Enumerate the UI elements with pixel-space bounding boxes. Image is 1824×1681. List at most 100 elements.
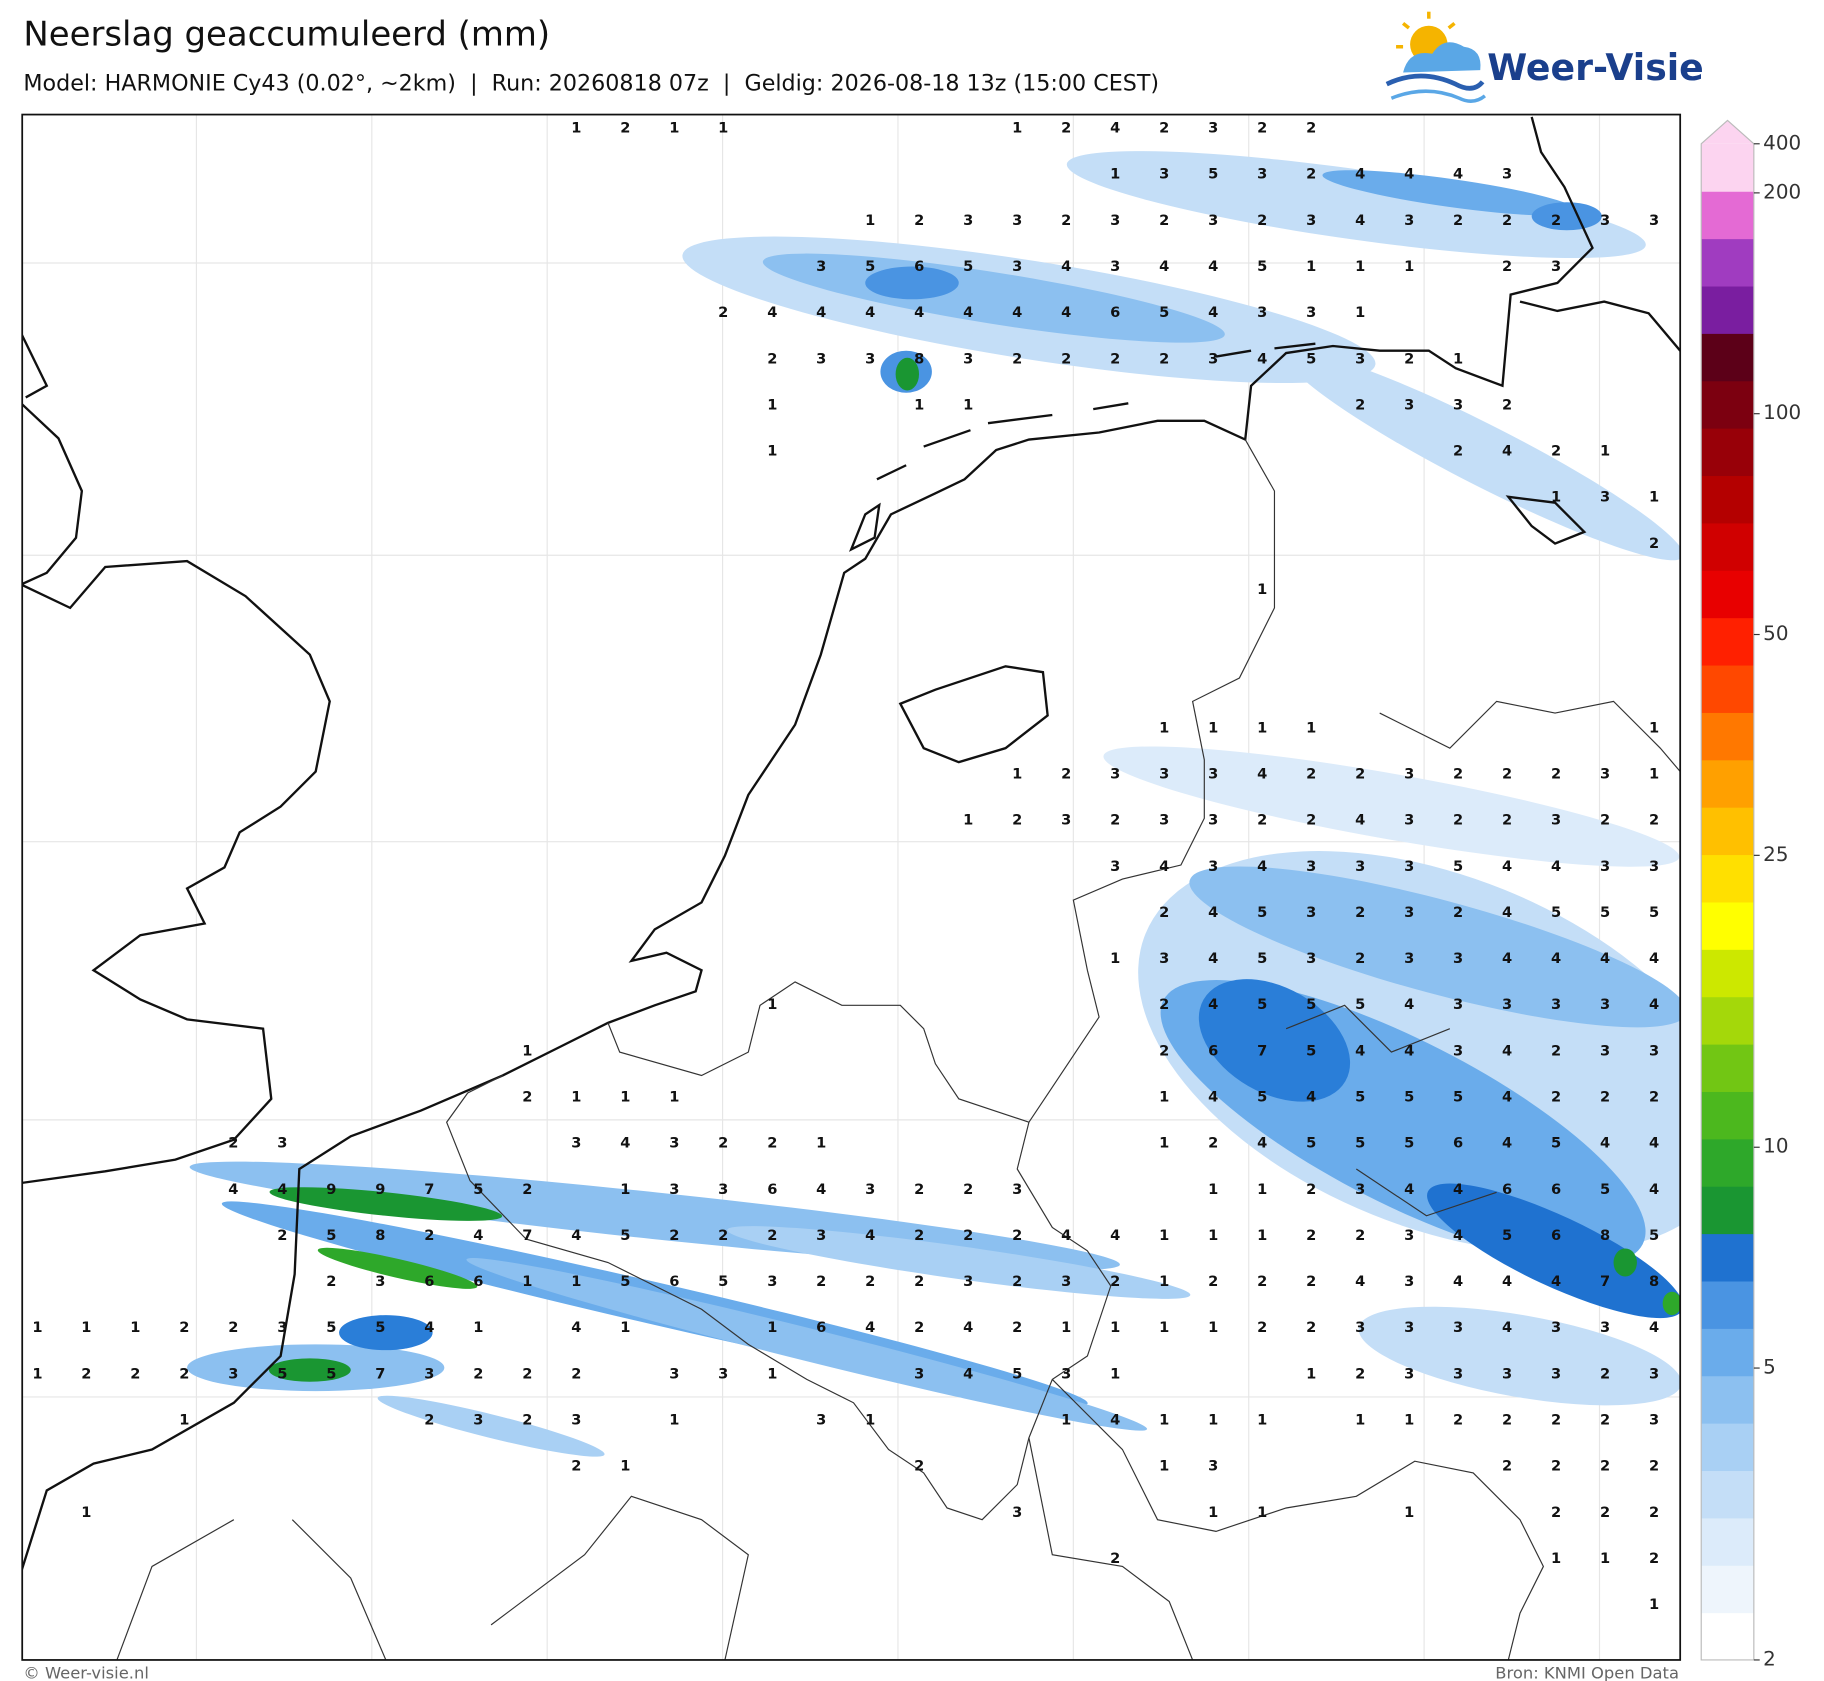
grid-value: 2 [1355, 396, 1365, 413]
grid-value: 4 [1502, 1042, 1512, 1059]
grid-value: 2 [1306, 166, 1316, 183]
grid-value: 2 [963, 1227, 973, 1244]
grid-value: 2 [1355, 904, 1365, 921]
colorbar-band [1701, 1186, 1754, 1235]
grid-value: 1 [1257, 1181, 1267, 1198]
grid-value: 3 [1600, 489, 1610, 506]
grid-value: 2 [816, 1273, 826, 1290]
grid-value: 3 [1355, 1319, 1365, 1336]
grid-value: 2 [1551, 766, 1561, 783]
grid-value: 2 [1502, 766, 1512, 783]
logo-text: Weer-Visie [1487, 46, 1704, 89]
grid-value: 1 [1257, 1227, 1267, 1244]
colorbar-band [1701, 570, 1754, 619]
grid-value: 3 [1600, 1042, 1610, 1059]
grid-value: 3 [1404, 950, 1414, 967]
logo: Weer-Visie [1385, 11, 1704, 103]
grid-value: 3 [963, 1273, 973, 1290]
grid-value: 2 [1551, 1504, 1561, 1521]
grid-value: 2 [1012, 812, 1022, 829]
colorbar-band [1701, 1375, 1754, 1424]
grid-value: 2 [1453, 1412, 1463, 1429]
grid-value: 4 [1502, 1273, 1512, 1290]
grid-value: 5 [1306, 1135, 1316, 1152]
grid-value: 3 [1355, 858, 1365, 875]
grid-value: 2 [1208, 1273, 1218, 1290]
grid-value: 1 [179, 1412, 189, 1429]
grid-value: 4 [1257, 858, 1267, 875]
grid-value: 3 [1453, 950, 1463, 967]
grid-value: 1 [130, 1319, 140, 1336]
colorbar-tick-label: 50 [1763, 622, 1788, 645]
grid-value: 3 [1208, 1458, 1218, 1475]
grid-value: 2 [1600, 1458, 1610, 1475]
grid-value: 2 [1453, 766, 1463, 783]
grid-value: 6 [816, 1319, 826, 1336]
grid-value: 1 [963, 396, 973, 413]
grid-value: 3 [1600, 1319, 1610, 1336]
colorbar-band [1701, 1517, 1754, 1566]
grid-value: 2 [1649, 1089, 1659, 1106]
grid-value: 3 [1404, 1365, 1414, 1382]
grid-value: 2 [522, 1365, 532, 1382]
grid-value: 3 [1649, 212, 1659, 229]
grid-value: 1 [1306, 258, 1316, 275]
grid-value: 3 [1649, 1365, 1659, 1382]
grid-value: 2 [1306, 1319, 1316, 1336]
grid-value: 2 [865, 1273, 875, 1290]
grid-value: 4 [571, 1227, 581, 1244]
grid-value: 4 [1110, 120, 1120, 137]
grid-value: 4 [1012, 304, 1022, 321]
grid-value: 2 [522, 1181, 532, 1198]
colorbar-band [1701, 1044, 1754, 1092]
grid-value: 4 [1649, 1319, 1659, 1336]
grid-value: 2 [1502, 212, 1512, 229]
grid-value: 3 [1649, 1042, 1659, 1059]
source: Bron: KNMI Open Data [1495, 1663, 1679, 1681]
grid-value: 2 [1551, 1412, 1561, 1429]
grid-value: 2 [1012, 1227, 1022, 1244]
grid-value: 2 [1208, 1135, 1218, 1152]
grid-value: 5 [1600, 904, 1610, 921]
colorbar-band [1701, 428, 1754, 477]
grid-value: 2 [1453, 812, 1463, 829]
grid-value: 2 [767, 1227, 777, 1244]
grid-value: 1 [522, 1042, 532, 1059]
grid-value: 3 [1404, 858, 1414, 875]
grid-value: 4 [1208, 258, 1218, 275]
grid-value: 2 [1012, 1273, 1022, 1290]
grid-value: 2 [718, 304, 728, 321]
grid-value: 2 [1404, 350, 1414, 367]
grid-value: 3 [1453, 1319, 1463, 1336]
grid-value: 3 [1012, 258, 1022, 275]
grid-value: 5 [1404, 1135, 1414, 1152]
grid-value: 3 [571, 1135, 581, 1152]
grid-value: 1 [571, 1089, 581, 1106]
grid-value: 3 [375, 1273, 385, 1290]
map-frame [21, 113, 1682, 1661]
grid-value: 1 [914, 396, 924, 413]
grid-value: 4 [1257, 1135, 1267, 1152]
grid-value: 2 [228, 1319, 238, 1336]
grid-value: 2 [1110, 350, 1120, 367]
colorbar-band [1701, 759, 1754, 808]
grid-value: 9 [326, 1181, 336, 1198]
grid-value: 1 [571, 1273, 581, 1290]
grid-value: 4 [1404, 1042, 1414, 1059]
grid-value: 3 [865, 1181, 875, 1198]
grid-value: 3 [1012, 1504, 1022, 1521]
grid-value: 4 [1404, 1181, 1414, 1198]
grid-value: 4 [473, 1227, 483, 1244]
grid-value: 2 [1257, 120, 1267, 137]
grid-value: 3 [1404, 1227, 1414, 1244]
grid-value: 1 [81, 1319, 91, 1336]
grid-value: 5 [1551, 1135, 1561, 1152]
grid-value: 1 [571, 120, 581, 137]
map: 1 2 1 1 1 2 4 2 3 2 2 1 3 5 3 2 4 4 4 3 1 2 3 3 2 3 2 3 2 3 4 3 2 2 2 3 3 3 5 6… [22, 114, 1681, 1660]
grid-value: 3 [1404, 212, 1414, 229]
grid-value: 2 [1502, 1412, 1512, 1429]
grid-value: 2 [1502, 258, 1512, 275]
grid-value: 6 [1453, 1135, 1463, 1152]
